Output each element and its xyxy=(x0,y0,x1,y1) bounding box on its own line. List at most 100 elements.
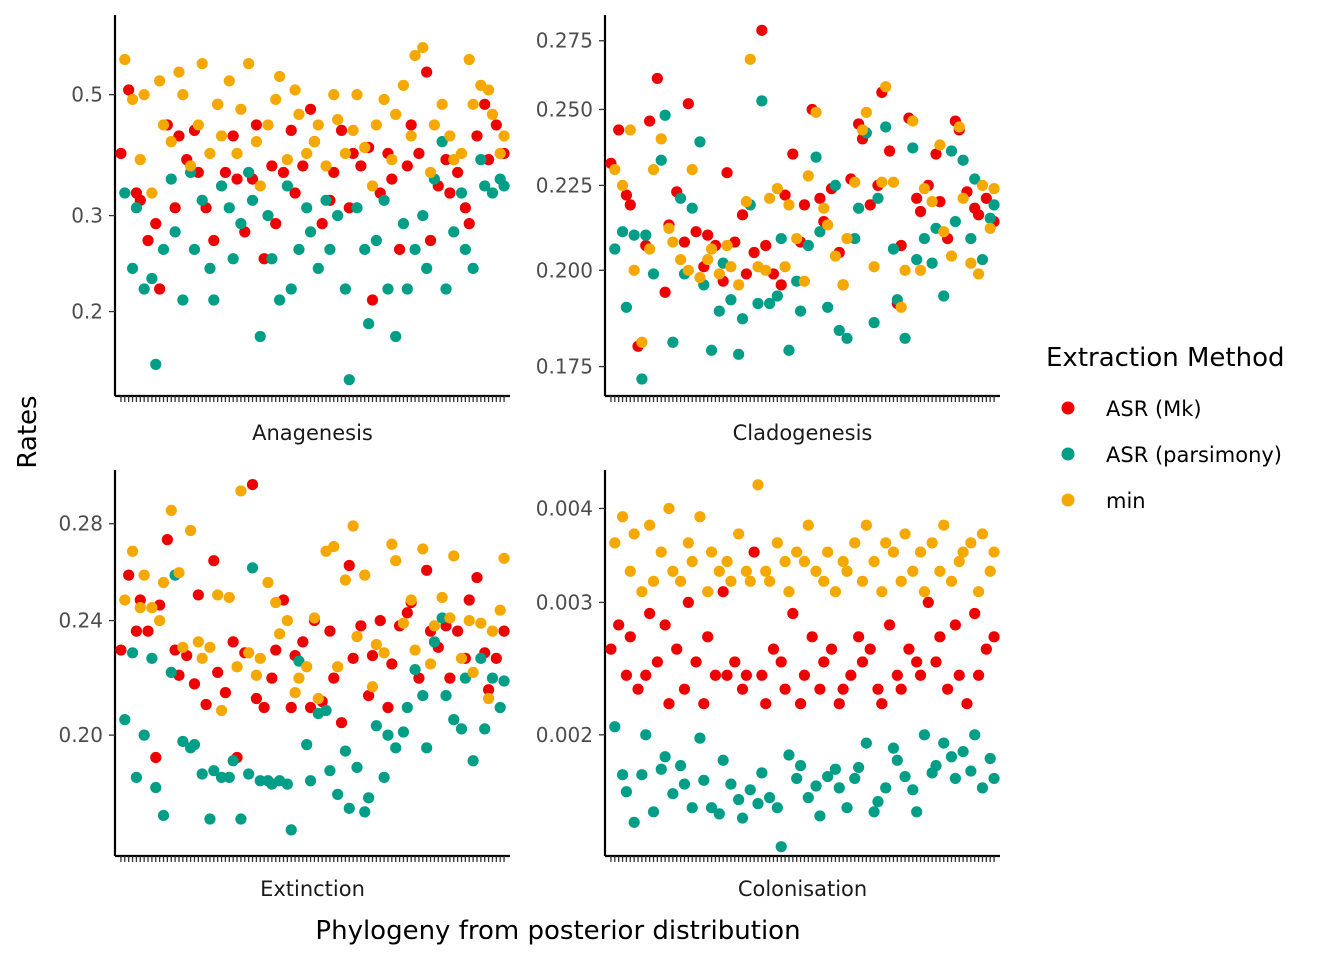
data-point xyxy=(620,669,633,681)
panel-colonisation: 0.002 0.003 0.004 Colonisation xyxy=(536,470,1000,901)
data-point xyxy=(760,264,772,276)
data-point xyxy=(988,772,1000,785)
data-point xyxy=(192,589,204,601)
data-point xyxy=(405,130,417,142)
data-point xyxy=(486,625,499,637)
data-point xyxy=(142,234,154,247)
data-point xyxy=(370,720,382,732)
data-point xyxy=(775,279,787,291)
data-point xyxy=(655,133,667,145)
data-point xyxy=(644,607,656,620)
data-point xyxy=(659,109,671,121)
data-point xyxy=(887,546,900,558)
data-point xyxy=(907,784,919,796)
data-point xyxy=(196,768,208,780)
data-point xyxy=(880,81,892,93)
data-point xyxy=(926,196,938,208)
data-point xyxy=(177,641,189,653)
data-point xyxy=(775,656,787,668)
data-point xyxy=(250,136,262,148)
data-point xyxy=(436,612,448,624)
data-point xyxy=(246,478,259,491)
data-point xyxy=(370,234,382,247)
data-point xyxy=(254,775,266,787)
data-point xyxy=(980,192,992,204)
data-point xyxy=(810,151,822,163)
data-point xyxy=(482,84,495,96)
data-point xyxy=(756,669,768,681)
data-point xyxy=(872,796,884,808)
data-point xyxy=(212,98,224,110)
data-point xyxy=(733,348,745,360)
data-point xyxy=(486,108,499,120)
data-point xyxy=(818,575,830,587)
data-point xyxy=(856,124,869,136)
y-tick-label: 0.175 xyxy=(536,355,593,379)
data-point xyxy=(899,528,911,540)
data-point xyxy=(702,631,714,643)
data-point xyxy=(262,119,274,131)
data-point xyxy=(401,701,413,714)
data-point xyxy=(231,661,243,673)
data-point xyxy=(119,714,131,726)
data-point xyxy=(343,559,355,572)
data-point xyxy=(868,261,880,273)
data-point xyxy=(822,301,834,313)
data-point xyxy=(760,698,772,710)
data-point xyxy=(705,802,718,814)
data-point xyxy=(663,222,675,234)
data-point xyxy=(667,336,679,348)
data-point xyxy=(814,192,826,204)
data-point xyxy=(976,253,989,266)
data-point xyxy=(378,647,390,659)
data-point xyxy=(227,755,239,767)
data-point xyxy=(918,729,931,741)
data-point xyxy=(293,655,305,667)
data-point xyxy=(154,75,166,87)
data-point xyxy=(609,537,621,549)
data-point xyxy=(281,154,293,166)
data-point xyxy=(764,297,776,310)
data-point xyxy=(409,644,421,656)
data-point xyxy=(926,257,938,269)
data-point xyxy=(694,732,706,744)
data-point xyxy=(783,586,795,598)
data-point xyxy=(779,683,791,695)
data-point xyxy=(463,218,475,230)
data-point xyxy=(736,209,749,221)
data-point xyxy=(134,154,146,166)
data-point xyxy=(401,160,413,172)
data-point xyxy=(853,631,865,643)
data-point xyxy=(188,739,201,751)
data-point xyxy=(498,130,510,142)
data-point xyxy=(961,698,973,710)
data-point xyxy=(988,631,1000,643)
data-point xyxy=(883,619,896,631)
data-point xyxy=(355,620,367,632)
data-point xyxy=(682,596,694,609)
data-point xyxy=(744,575,756,587)
data-point xyxy=(984,565,996,577)
data-point xyxy=(949,215,961,228)
data-point xyxy=(976,179,989,192)
data-point xyxy=(254,330,266,343)
data-point xyxy=(146,602,158,614)
data-point xyxy=(444,130,456,142)
data-point xyxy=(324,625,336,637)
data-point xyxy=(674,192,687,204)
data-point xyxy=(235,218,247,230)
data-point xyxy=(370,638,382,651)
data-point xyxy=(386,538,398,550)
data-point xyxy=(177,294,189,306)
data-point xyxy=(215,180,228,192)
data-point xyxy=(914,264,927,276)
data-point xyxy=(165,504,177,517)
data-point xyxy=(270,218,282,230)
data-point xyxy=(173,130,185,142)
data-point xyxy=(347,652,359,664)
data-point xyxy=(421,742,433,754)
data-point xyxy=(386,154,398,166)
data-point xyxy=(671,643,683,655)
data-point xyxy=(409,49,421,62)
data-point xyxy=(138,283,150,295)
